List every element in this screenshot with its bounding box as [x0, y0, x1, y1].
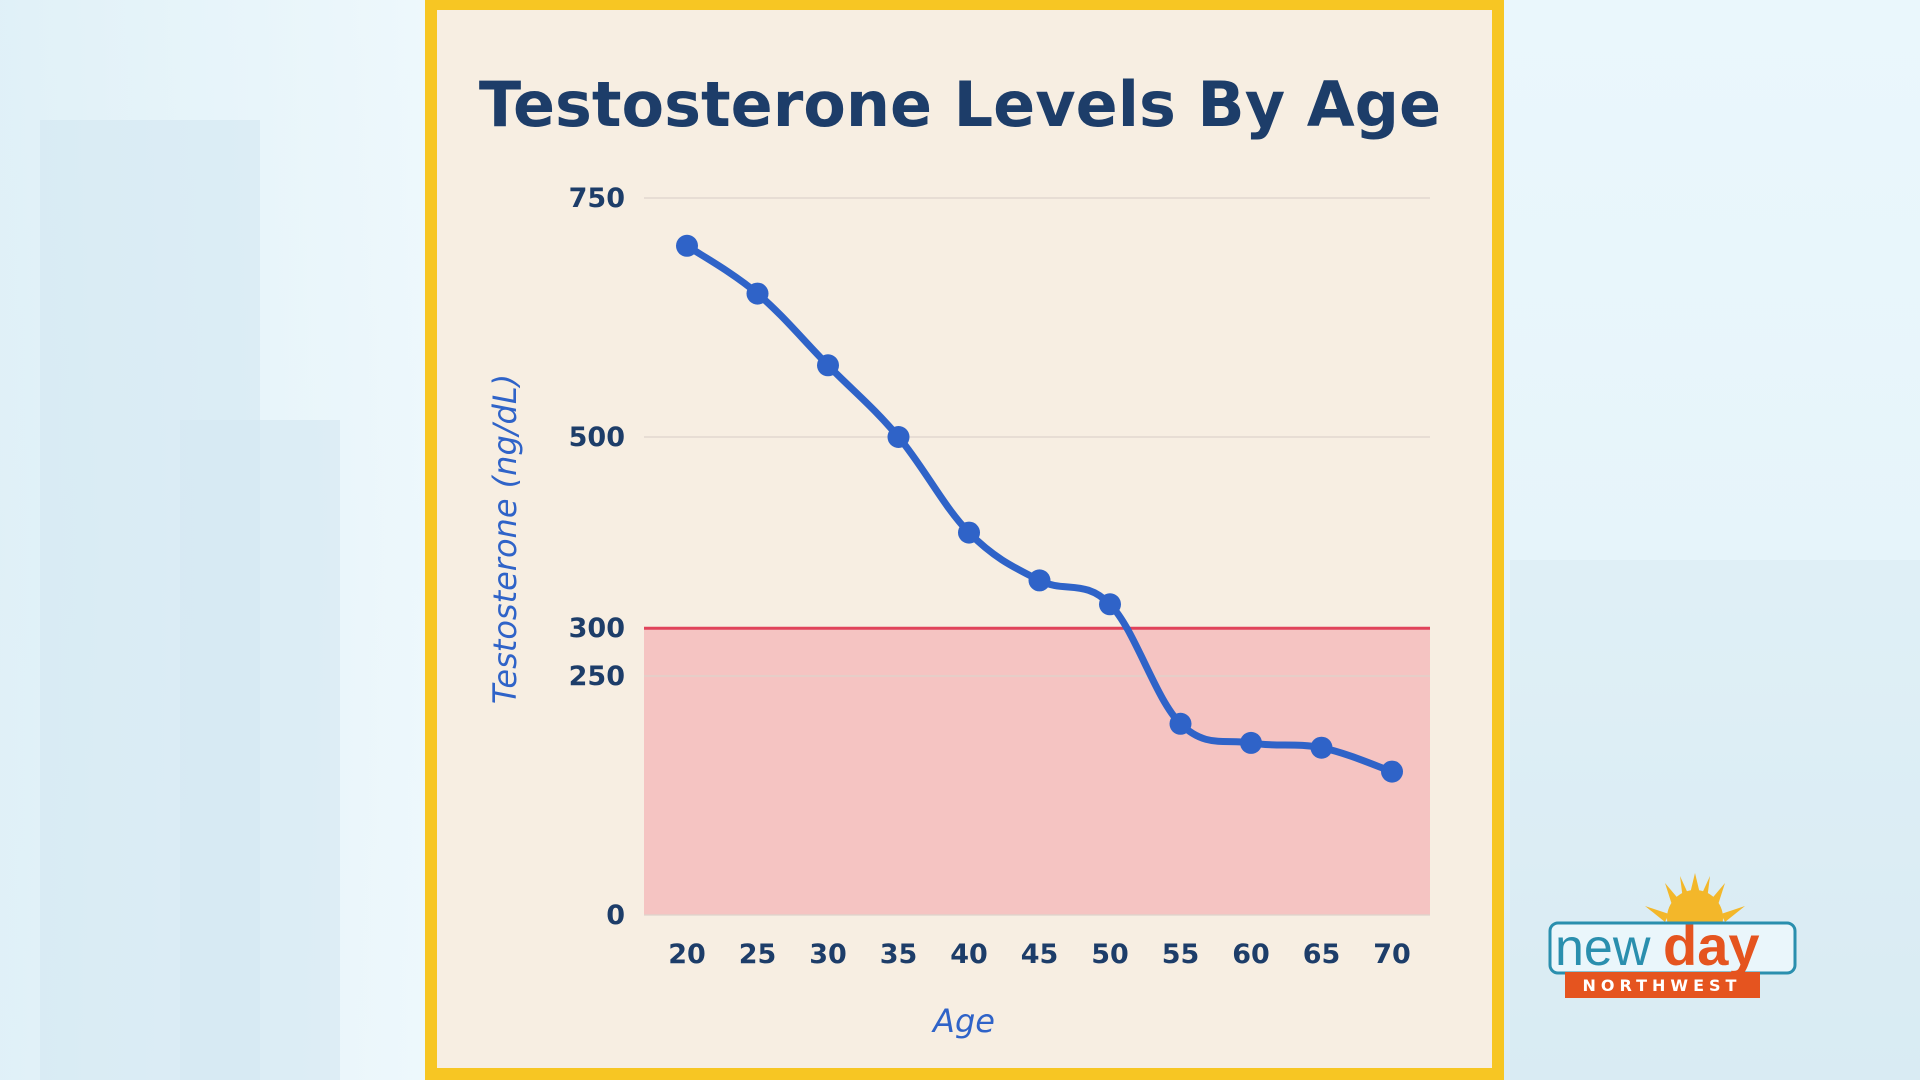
x-axis-label: Age	[931, 1002, 995, 1040]
threshold-region	[644, 628, 1430, 915]
data-point	[746, 282, 769, 305]
data-point	[887, 426, 910, 448]
y-tick-label: 250	[569, 661, 625, 692]
background-building	[180, 420, 340, 1080]
data-point	[1381, 760, 1403, 783]
x-tick-label: 55	[1162, 939, 1200, 970]
newday-northwest-logo: new day NORTHWEST	[1548, 873, 1797, 998]
x-tick-label: 25	[739, 939, 777, 970]
x-tick-label: 20	[668, 939, 706, 970]
logo-text-northwest: NORTHWEST	[1583, 976, 1742, 995]
x-tick-label: 70	[1373, 939, 1411, 970]
x-tick-label: 60	[1232, 939, 1270, 970]
data-point	[817, 354, 839, 377]
y-axis-label: Testosterone (ng/dL)	[486, 374, 524, 704]
data-point	[1169, 712, 1192, 735]
y-tick-label: 0	[606, 900, 625, 931]
logo-text-day: day	[1663, 914, 1760, 977]
data-point	[676, 234, 698, 257]
x-tick-label: 35	[880, 939, 918, 970]
data-point	[958, 521, 980, 544]
x-tick-label: 30	[809, 939, 847, 970]
chart-title: Testosterone Levels By Age	[478, 68, 1442, 141]
x-tick-label: 45	[1021, 939, 1059, 970]
data-point	[1310, 736, 1333, 759]
y-tick-label: 500	[569, 422, 625, 453]
data-point	[1099, 593, 1121, 616]
x-tick-label: 65	[1303, 939, 1341, 970]
logo-text-new: new	[1555, 919, 1651, 977]
data-point	[1240, 731, 1262, 754]
data-point	[1028, 569, 1051, 592]
x-tick-label: 50	[1091, 939, 1129, 970]
x-tick-label: 40	[950, 939, 988, 970]
y-tick-label: 750	[569, 183, 625, 214]
y-tick-label: 300	[569, 613, 625, 644]
